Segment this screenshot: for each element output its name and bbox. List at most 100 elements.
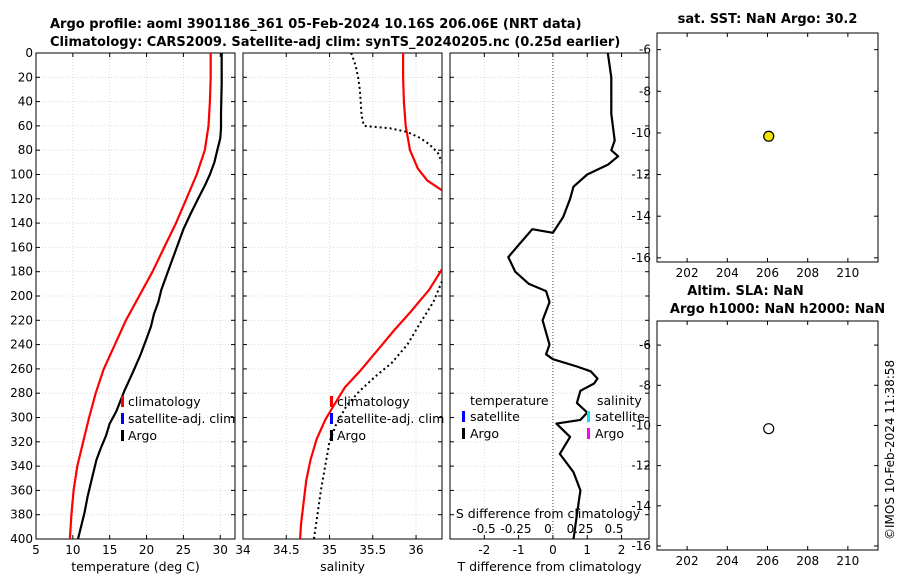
legend-swatch <box>121 413 124 424</box>
legend-swatch <box>462 411 465 422</box>
y-tick-label: -8 <box>639 378 651 392</box>
top-axis-label: S difference from climatology <box>456 506 641 521</box>
x-tick-label: 202 <box>676 266 699 280</box>
profile-location-point <box>763 130 775 142</box>
panel-difference: -2 -1 0 1 2T difference from climatologytemp… <box>449 52 650 574</box>
x-tick-label: 30 <box>213 543 228 557</box>
legend-label: satellite-adj. clim <box>337 411 444 426</box>
legend-swatch <box>330 430 333 441</box>
x-tick-label: 1 <box>583 543 591 557</box>
axes-box <box>656 32 879 263</box>
x-tick-label: 208 <box>796 554 819 568</box>
legend-swatch <box>330 413 333 424</box>
x-tick-label: -2 <box>478 543 490 557</box>
legend-header-temperature: temperature <box>470 393 549 408</box>
y-tick-label: 240 <box>10 338 33 352</box>
panel-sla_map: 202 204 206 208 210 -6 -8 -10 -12 -14 -16 Altim. SL… <box>631 284 885 568</box>
map-title-line2: Argo h1000: NaN h2000: NaN <box>670 302 885 317</box>
legend-swatch <box>587 428 590 439</box>
y-tick-label: 200 <box>10 289 33 303</box>
axes-box <box>656 320 879 551</box>
figure-title-line2: Climatology: CARS2009. Satellite-adj cli… <box>50 35 620 50</box>
x-tick-label: 206 <box>756 554 779 568</box>
x-axis-label: salinity <box>320 559 365 574</box>
y-tick-label: 400 <box>10 532 33 546</box>
series-line-argo <box>350 53 442 163</box>
x-tick-label: -1 <box>513 543 525 557</box>
top-tick-label: -0.5 <box>472 522 495 536</box>
x-tick-label: 20 <box>139 543 154 557</box>
x-tick-label: 15 <box>102 543 117 557</box>
y-tick-label: -12 <box>631 459 651 473</box>
legend-label: climatology <box>128 394 201 409</box>
y-tick-label: 40 <box>18 95 33 109</box>
y-tick-label: -16 <box>631 539 651 553</box>
series-line-argo <box>312 281 442 539</box>
legend-swatch <box>462 428 465 439</box>
x-tick-label: 210 <box>836 554 859 568</box>
series-line-climatology <box>68 53 212 539</box>
y-tick-label: 140 <box>10 216 33 230</box>
y-tick-label: 0 <box>25 46 33 60</box>
top-tick-label: -0.25 <box>500 522 531 536</box>
legend-swatch <box>121 396 124 407</box>
y-tick-label: 220 <box>10 313 33 327</box>
x-tick-label: 204 <box>716 266 739 280</box>
x-tick-label: 210 <box>836 266 859 280</box>
profile-location-point <box>763 423 775 435</box>
legend-swatch <box>330 396 333 407</box>
legend-swatch <box>121 430 124 441</box>
y-tick-label: -10 <box>631 126 651 140</box>
x-tick-label: 5 <box>32 543 40 557</box>
legend-label: satellite <box>595 409 645 424</box>
y-tick-label: -6 <box>639 43 651 57</box>
y-tick-label: -16 <box>631 251 651 265</box>
legend-label: Argo <box>128 428 157 443</box>
x-tick-label: 34 <box>235 543 250 557</box>
top-tick-label: 0.5 <box>604 522 623 536</box>
y-tick-label: 100 <box>10 168 33 182</box>
x-tick-label: 2 <box>618 543 626 557</box>
y-tick-label: 160 <box>10 240 33 254</box>
y-tick-label: 60 <box>18 119 33 133</box>
x-tick-label: 36 <box>408 543 423 557</box>
y-tick-label: -6 <box>639 338 651 352</box>
legend-label: Argo <box>470 426 499 441</box>
x-tick-label: 34.5 <box>273 543 300 557</box>
x-tick-label: 10 <box>65 543 80 557</box>
legend-label: Argo <box>595 426 624 441</box>
x-tick-label: 202 <box>676 554 699 568</box>
series-line-climatology <box>402 53 442 192</box>
y-tick-label: -14 <box>631 499 651 513</box>
y-tick-label: -12 <box>631 168 651 182</box>
y-tick-label: 280 <box>10 386 33 400</box>
y-tick-label: -10 <box>631 418 651 432</box>
x-tick-label: 204 <box>716 554 739 568</box>
top-tick-label: 0 <box>544 522 552 536</box>
y-tick-label: 300 <box>10 411 33 425</box>
legend-label: satellite <box>470 409 520 424</box>
x-tick-label: 35 <box>322 543 337 557</box>
y-tick-label: 340 <box>10 459 33 473</box>
x-tick-label: 206 <box>756 266 779 280</box>
y-tick-label: 80 <box>18 143 33 157</box>
panel-temperature: 5 10 15 20 25 3002040608010012014016018020022… <box>10 46 236 574</box>
series-line-climatology <box>299 268 442 539</box>
legend-label: Argo <box>337 428 366 443</box>
y-tick-label: 120 <box>10 192 33 206</box>
y-tick-label: -14 <box>631 209 651 223</box>
y-tick-label: 260 <box>10 362 33 376</box>
y-tick-label: 180 <box>10 265 33 279</box>
x-tick-label: 25 <box>176 543 191 557</box>
legend-label: satellite-adj. clim <box>128 411 235 426</box>
y-tick-label: 360 <box>10 483 33 497</box>
panel-salinity: 34 34.5 35 35.5 36 salinity climatology satelli… <box>235 52 444 574</box>
series-line-argo <box>76 53 223 539</box>
legend-swatch <box>587 411 590 422</box>
figure-title-line1: Argo profile: aoml 3901186_361 05-Feb-20… <box>50 17 582 32</box>
x-tick-label: 208 <box>796 266 819 280</box>
map-title: sat. SST: NaN Argo: 30.2 <box>678 12 858 27</box>
panel-sst_map: 202 204 206 208 210 -6 -8 -10 -12 -14 -16 sat. SST:… <box>631 12 879 280</box>
legend-label: climatology <box>337 394 410 409</box>
